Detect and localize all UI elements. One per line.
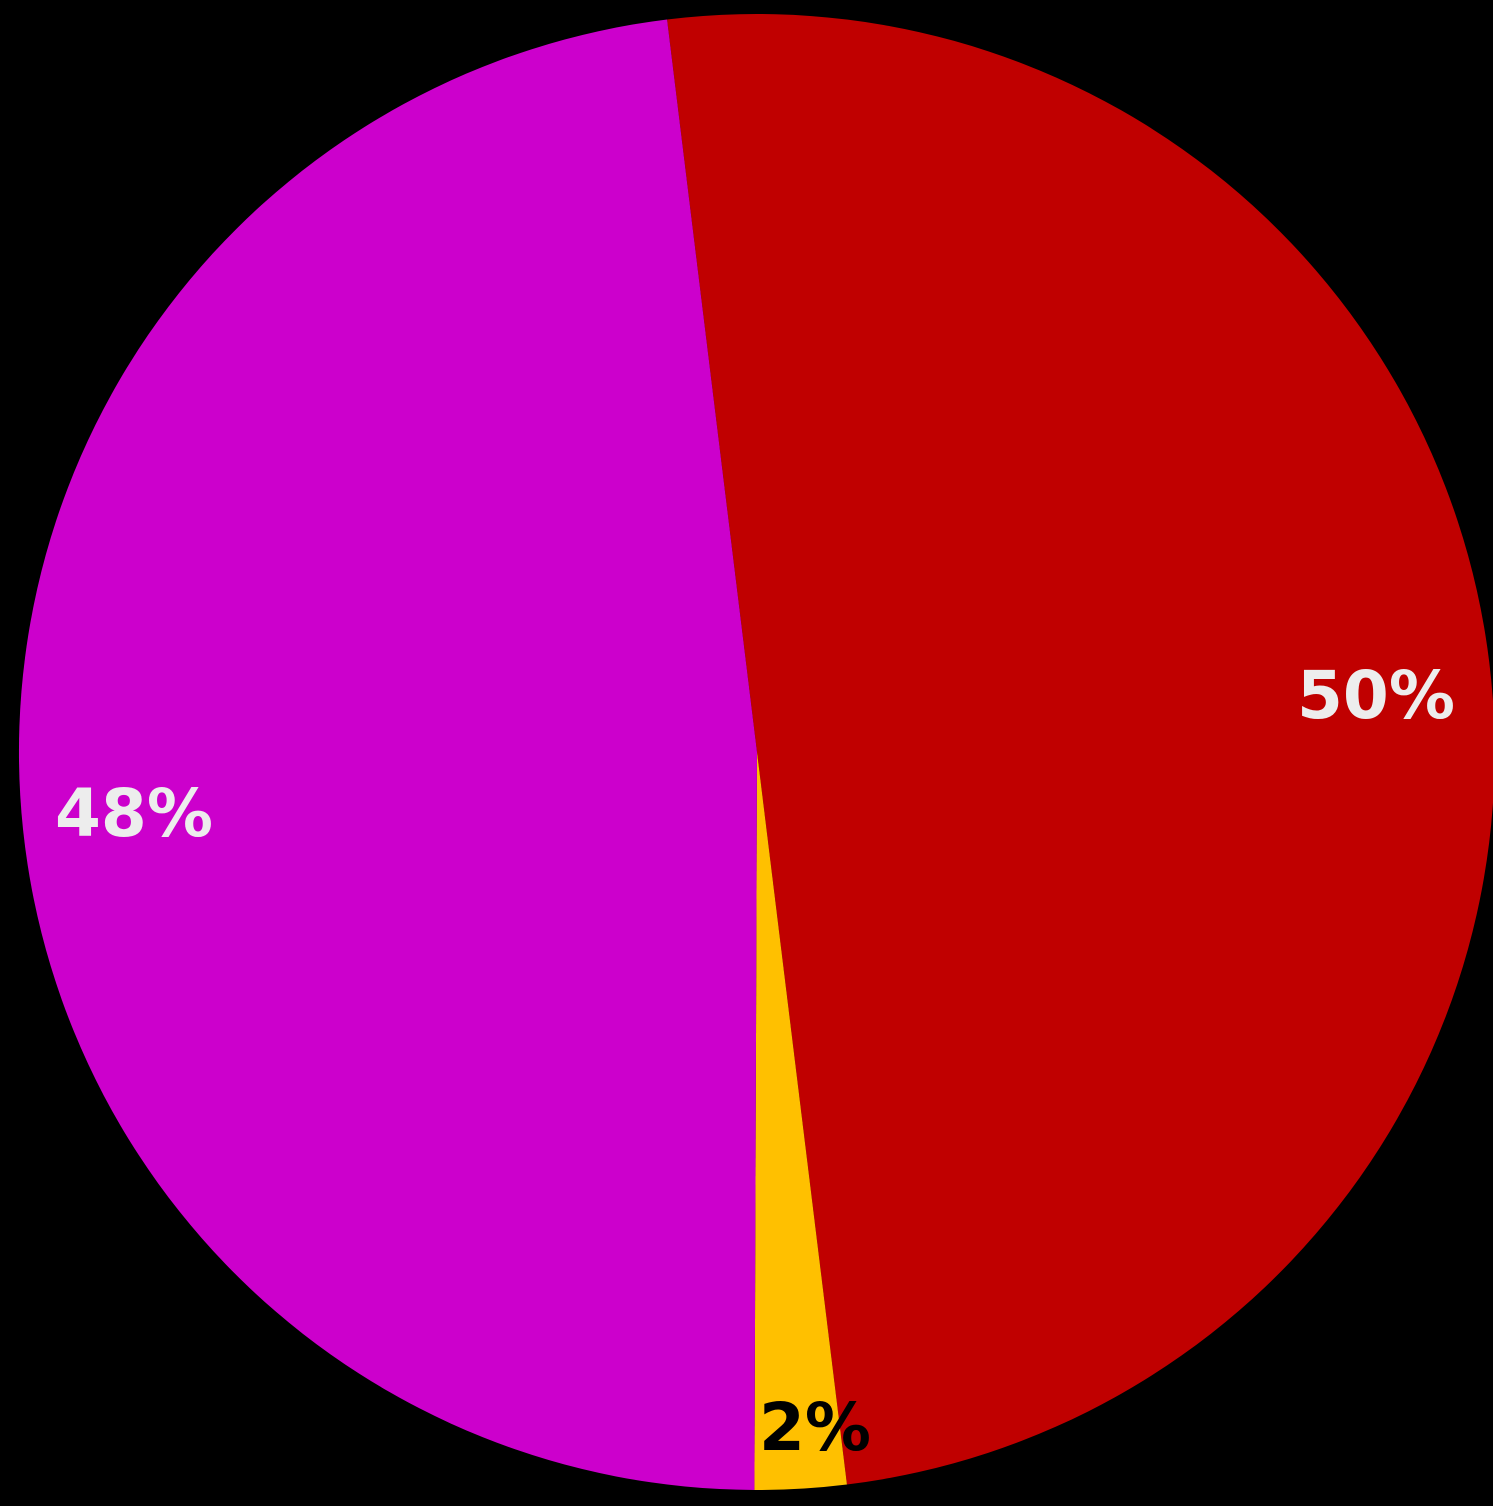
label-2-percent: 2% xyxy=(759,1389,871,1466)
label-50-percent: 50% xyxy=(1297,657,1455,734)
slice-48-percent xyxy=(18,19,758,1490)
pie-labels: 50% 2% 48% xyxy=(55,657,1455,1466)
slice-50-percent xyxy=(667,13,1493,1485)
pie-slices xyxy=(18,13,1493,1491)
slice-2-percent xyxy=(754,752,847,1491)
label-48-percent: 48% xyxy=(55,775,213,852)
